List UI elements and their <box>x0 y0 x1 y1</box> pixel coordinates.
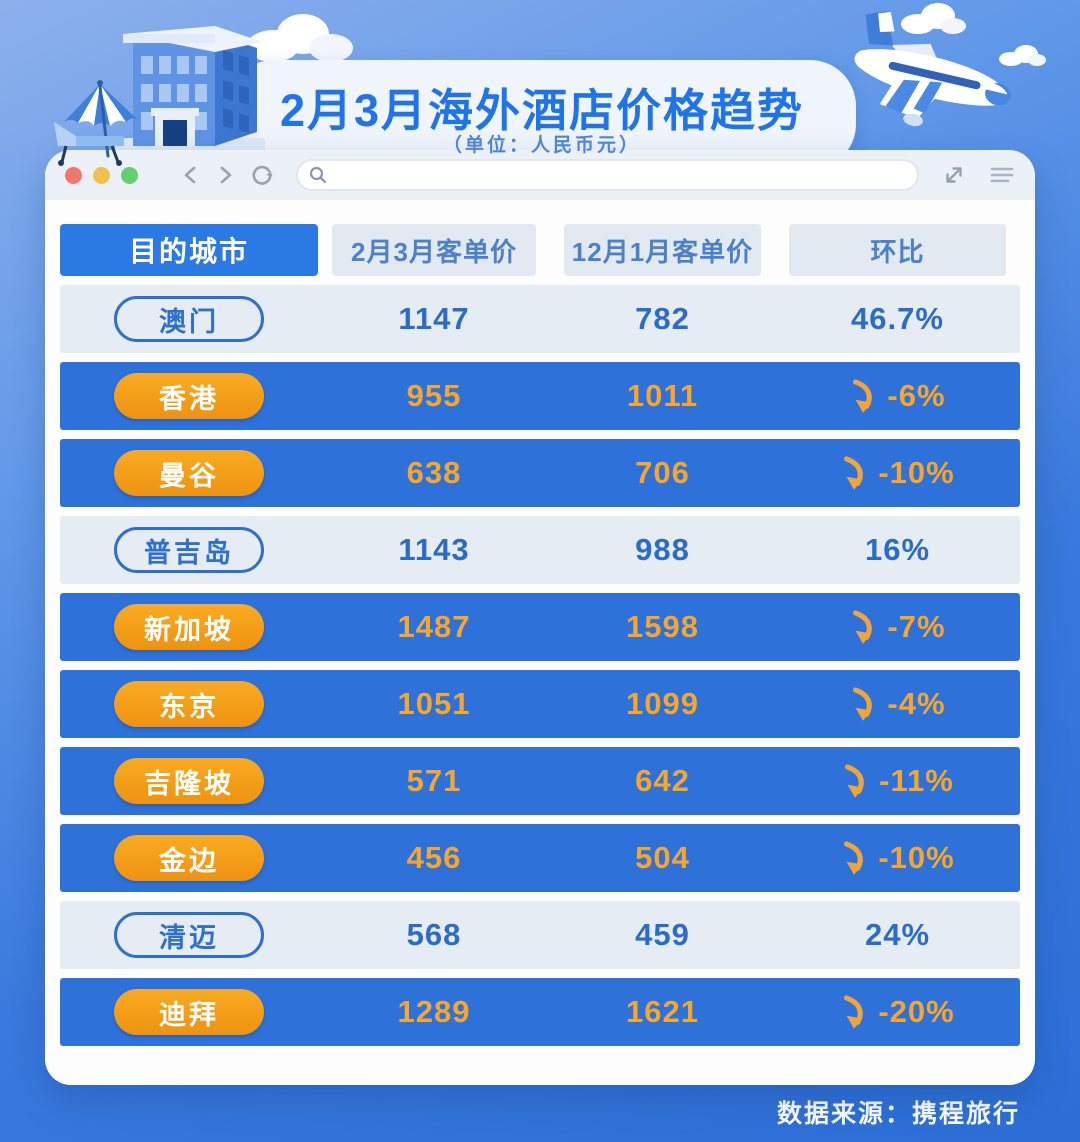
dec-jan-price: 459 <box>635 917 690 952</box>
search-icon <box>309 166 327 184</box>
city-pill: 清迈 <box>114 912 264 958</box>
traffic-lights <box>65 166 138 184</box>
dec-jan-price: 988 <box>635 532 690 567</box>
refresh-icon[interactable] <box>250 163 274 187</box>
dec-jan-price: 1621 <box>626 994 699 1029</box>
mom-change-cell: 24% <box>775 917 1020 953</box>
browser-window: 目的城市 2月3月客单价 12月1月客单价 环比 澳门 1147 782 46.… <box>45 150 1035 1085</box>
mom-change: -7% <box>887 609 946 644</box>
feb-mar-price: 1487 <box>397 609 471 644</box>
maximize-window-icon[interactable] <box>121 166 138 184</box>
lounge-chair-icon <box>54 122 124 166</box>
dec-jan-price: 1011 <box>626 378 699 413</box>
dec-jan-price: 642 <box>635 763 690 798</box>
table-row: 香港 955 1011 -6% <box>60 362 1020 430</box>
dec-jan-price: 1598 <box>626 609 699 644</box>
city-pill: 迪拜 <box>114 989 264 1035</box>
feb-mar-price: 456 <box>406 840 462 875</box>
page-title: 2月3月海外酒店价格趋势 <box>279 85 805 136</box>
dec-jan-price: 706 <box>635 455 690 490</box>
mom-change-cell: 16% <box>775 532 1020 568</box>
mom-change: -10% <box>878 455 955 490</box>
back-icon[interactable] <box>178 163 202 187</box>
mom-change: -6% <box>887 378 946 413</box>
search-input[interactable] <box>336 165 907 185</box>
feb-mar-price: 1143 <box>398 532 470 567</box>
mom-change: -11% <box>879 763 954 798</box>
close-window-icon[interactable] <box>65 166 82 184</box>
price-table: 目的城市 2月3月客单价 12月1月客单价 环比 澳门 1147 782 46.… <box>45 200 1035 1046</box>
feb-mar-price: 638 <box>406 455 462 490</box>
mom-change: -4% <box>887 686 946 721</box>
mom-change: -20% <box>878 994 955 1029</box>
feb-mar-price: 1289 <box>397 994 471 1029</box>
down-arrow-icon <box>853 379 873 413</box>
city-pill: 曼谷 <box>114 450 264 496</box>
down-arrow-icon <box>844 456 864 490</box>
feb-mar-price: 955 <box>406 378 462 413</box>
mom-change-cell: -11% <box>775 763 1020 799</box>
city-pill: 东京 <box>114 681 264 727</box>
mom-change-cell: -7% <box>775 609 1020 645</box>
table-row: 新加坡 1487 1598 -7% <box>60 593 1020 661</box>
table-row: 迪拜 1289 1621 -20% <box>60 978 1020 1046</box>
feb-mar-price: 1051 <box>397 686 471 721</box>
table-row: 澳门 1147 782 46.7% <box>60 285 1020 353</box>
mom-change-cell: 46.7% <box>775 301 1020 337</box>
mom-change: 24% <box>864 917 931 952</box>
hotel-building-icon <box>103 26 277 163</box>
cloud-icon <box>247 14 353 62</box>
table-row: 普吉岛 1143 988 16% <box>60 516 1020 584</box>
city-pill: 香港 <box>114 373 264 419</box>
dec-jan-price: 504 <box>635 840 690 875</box>
city-pill: 澳门 <box>114 296 264 342</box>
table-row: 清迈 568 459 24% <box>60 901 1020 969</box>
down-arrow-icon <box>853 610 873 644</box>
city-pill: 普吉岛 <box>114 527 264 573</box>
table-row: 吉隆坡 571 642 -11% <box>60 747 1020 815</box>
mom-change-cell: -10% <box>775 455 1020 491</box>
mom-change-cell: -20% <box>775 994 1020 1030</box>
header-feb-mar-price: 2月3月客单价 <box>332 224 536 276</box>
header-mom-change: 环比 <box>789 224 1006 276</box>
forward-icon[interactable] <box>214 163 238 187</box>
down-arrow-icon <box>844 841 864 875</box>
mom-change-cell: -10% <box>775 840 1020 876</box>
city-pill: 新加坡 <box>114 604 264 650</box>
city-pill: 金边 <box>114 835 264 881</box>
data-source: 数据来源：携程旅行 <box>776 1100 1020 1128</box>
city-pill: 吉隆坡 <box>114 758 264 804</box>
mom-change-cell: -4% <box>775 686 1020 722</box>
mom-change: 46.7% <box>851 301 944 336</box>
expand-icon[interactable] <box>941 162 967 188</box>
page-subtitle: （单位：人民币元） <box>442 135 641 156</box>
cloud-icon <box>999 45 1046 66</box>
header-destination-city: 目的城市 <box>60 224 318 276</box>
table-header: 目的城市 2月3月客单价 12月1月客单价 环比 <box>60 224 1020 276</box>
menu-icon[interactable] <box>989 162 1015 188</box>
feb-mar-price: 571 <box>406 763 462 798</box>
mom-change: -10% <box>878 840 955 875</box>
address-bar[interactable] <box>296 159 919 191</box>
table-body: 澳门 1147 782 46.7% 香港 955 1011 -6% 曼谷 638 <box>60 285 1020 1046</box>
mom-change-cell: -6% <box>775 378 1020 414</box>
feb-mar-price: 1147 <box>398 301 470 336</box>
dec-jan-price: 1099 <box>626 686 699 721</box>
minimize-window-icon[interactable] <box>93 166 110 184</box>
airplane-icon <box>854 11 1011 127</box>
down-arrow-icon <box>844 995 864 1029</box>
header-dec-jan-price: 12月1月客单价 <box>564 224 761 276</box>
dec-jan-price: 782 <box>635 301 690 336</box>
down-arrow-icon <box>853 687 873 721</box>
feb-mar-price: 568 <box>406 917 462 952</box>
table-row: 东京 1051 1099 -4% <box>60 670 1020 738</box>
down-arrow-icon <box>845 764 864 798</box>
browser-chrome <box>45 150 1035 200</box>
table-row: 金边 456 504 -10% <box>60 824 1020 892</box>
cloud-icon <box>901 3 966 34</box>
table-row: 曼谷 638 706 -10% <box>60 439 1020 507</box>
mom-change: 16% <box>864 532 931 567</box>
